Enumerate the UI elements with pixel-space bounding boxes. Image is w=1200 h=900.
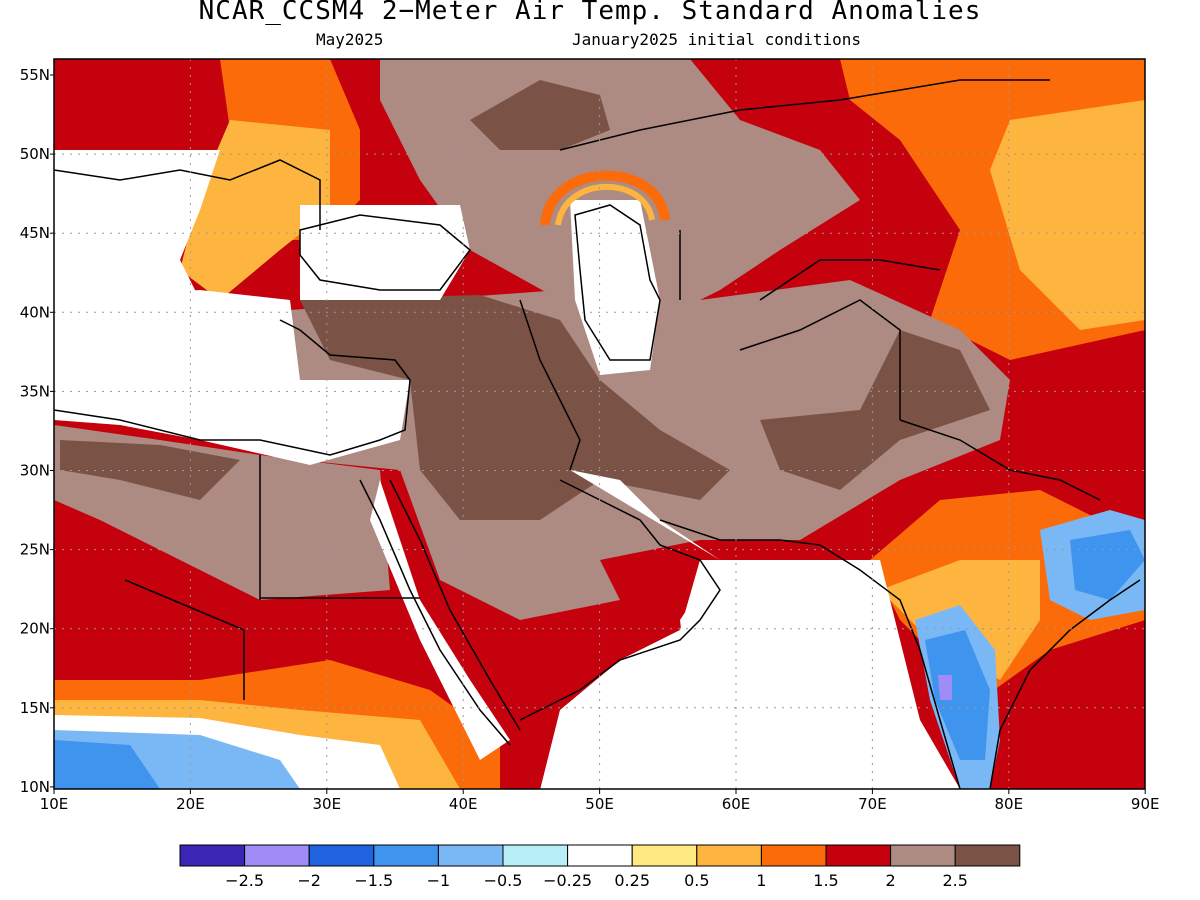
colorbar-swatch: [696, 844, 762, 867]
lon-tick-label: 20E: [176, 795, 205, 813]
anomaly-region-yellow-europe: [180, 120, 330, 300]
anomaly-region-darkblue-bengal: [1070, 530, 1145, 600]
latitude-axis: 55N 50N 45N 40N 35N 30N 25N 20N 15N 10N: [20, 66, 54, 796]
initial-conditions-label: January2025 initial conditions: [572, 30, 861, 49]
colorbar-label: 0.25: [614, 871, 650, 890]
border-afghan: [739, 299, 901, 420]
coast-persian-gulf: [519, 479, 721, 721]
anomaly-region-darkblue-south: [54, 740, 160, 789]
lat-tick-label: 15N: [20, 699, 50, 717]
lat-tick-label: 50N: [20, 145, 50, 163]
coast-india-east: [989, 579, 1141, 789]
coast-iran: [659, 519, 821, 546]
mask-arabian-coast: [540, 470, 720, 789]
valid-month-label: May2025: [316, 30, 384, 49]
mask-mediterranean: [54, 290, 410, 465]
lon-tick-label: 80E: [995, 795, 1024, 813]
lon-tick-label: 70E: [858, 795, 887, 813]
colorbar-label: −2: [297, 871, 321, 890]
anomaly-region-darkbrown-north: [470, 80, 610, 150]
lon-tick-label: 30E: [313, 795, 342, 813]
colorbar-swatch: [825, 844, 892, 867]
colorbar-swatch: [308, 844, 375, 867]
anomaly-region-white-india: [660, 560, 960, 789]
colorbar-swatch: [244, 844, 310, 867]
anomaly-region-purple-india: [938, 675, 952, 700]
colorbar-label: −1: [427, 871, 451, 890]
mask-red-sea: [370, 480, 510, 760]
coast-india: [819, 544, 961, 789]
colorbar-swatch: [631, 844, 698, 867]
coast-red-sea: [359, 479, 511, 746]
colorbar-swatch: [760, 844, 827, 867]
anomaly-region-darkblue-india: [925, 630, 990, 760]
lat-tick-label: 45N: [20, 224, 50, 242]
lat-tick-label: 20N: [20, 620, 50, 638]
lat-tick-label: 10N: [20, 778, 50, 796]
caspian-warm-ring: [540, 170, 670, 226]
lon-tick-label: 90E: [1131, 795, 1160, 813]
border-iran-iraq: [519, 299, 581, 471]
colorbar-label: 0.5: [684, 871, 709, 890]
colorbar-swatch: [437, 844, 504, 867]
colorbar-label: 1.5: [813, 871, 838, 890]
colorbar-swatch: [179, 844, 246, 867]
colorbar-labels: −2.5 −2 −1.5 −1 −0.5 −0.25 0.25 0.5 1 1.5 2 2.5: [225, 871, 968, 890]
lat-tick-label: 25N: [20, 541, 50, 559]
lat-tick-label: 35N: [20, 382, 50, 400]
colorbar-label: −2.5: [225, 871, 264, 890]
coastlines: [54, 79, 1141, 789]
lon-tick-label: 40E: [449, 795, 478, 813]
colorbar-label: −1.5: [354, 871, 393, 890]
colorbar-swatch: [373, 844, 439, 867]
lat-tick-label: 30N: [20, 462, 50, 480]
colorbar-label: 2: [886, 871, 896, 890]
border-china-india: [899, 419, 1101, 501]
colorbar-label: −0.25: [543, 871, 592, 890]
colorbar-swatch: [567, 844, 633, 867]
caspian-yellow-ring: [555, 183, 655, 226]
gridlines: [54, 59, 1145, 789]
colorbar-swatch: [502, 844, 569, 867]
lon-tick-label: 10E: [40, 795, 69, 813]
coast-mediterranean: [54, 319, 411, 456]
longitude-axis: 10E 20E 30E 40E 50E 60E 70E 80E 90E: [40, 789, 1160, 813]
border-chad: [124, 579, 245, 700]
coast-black-sea: [299, 214, 472, 291]
anomaly-fill: [54, 59, 1145, 789]
colorbar-label: 2.5: [942, 871, 967, 890]
coast-caspian: [574, 204, 661, 361]
anomaly-region-darkbrown-mideast: [300, 295, 730, 520]
colorbar-swatch: [954, 844, 1021, 867]
border-central-asia: [679, 230, 941, 301]
mask-black-sea: [300, 205, 470, 300]
map-title: NCAR_CCSM4 2−Meter Air Temp. Standard An…: [198, 0, 982, 26]
border-europe: [54, 159, 321, 230]
colorbar-swatch: [890, 844, 956, 867]
coast-red-sea-east: [389, 479, 521, 731]
anomaly-region-darkbrown-pakistan: [760, 330, 990, 490]
colorbar-label: 1: [756, 871, 766, 890]
lon-tick-label: 60E: [722, 795, 751, 813]
lat-tick-label: 40N: [20, 303, 50, 321]
lat-tick-label: 55N: [20, 66, 50, 84]
colorbar-label: −0.5: [484, 871, 523, 890]
anomaly-region-yellow-east: [990, 100, 1145, 330]
colorbar: [179, 844, 1021, 867]
mask-central-europe: [54, 150, 220, 300]
lon-tick-label: 50E: [585, 795, 614, 813]
border-russia-kz: [559, 79, 1050, 151]
